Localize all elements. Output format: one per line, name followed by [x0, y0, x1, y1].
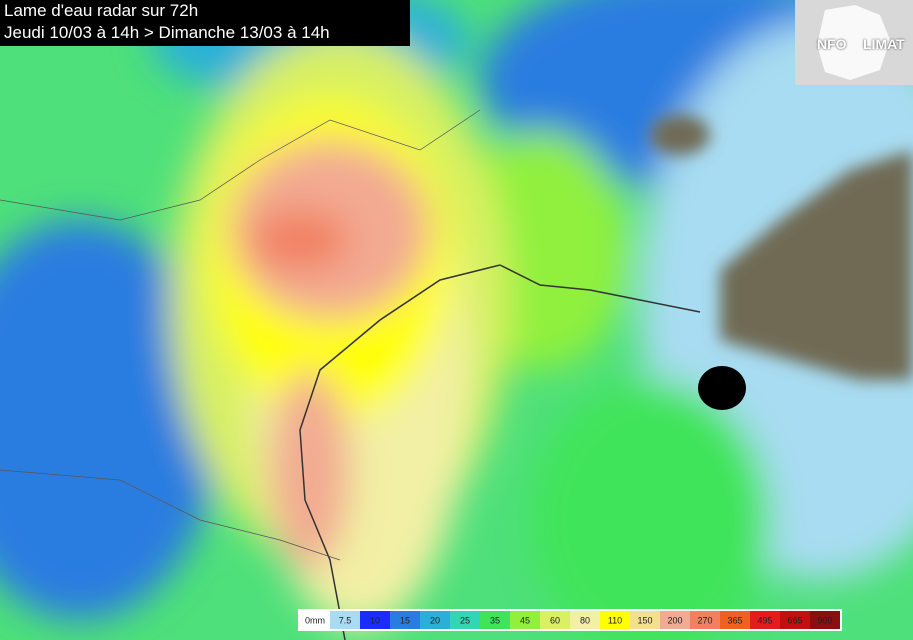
logo: NFO LIMAT [795, 0, 913, 85]
legend-swatch [630, 611, 660, 629]
legend-swatch [330, 611, 360, 629]
logo-text: LIMAT [863, 36, 905, 52]
legend-swatch [360, 611, 390, 629]
legend-swatch [750, 611, 780, 629]
legend-label: 270 [697, 615, 712, 625]
legend-label: 495 [757, 615, 772, 625]
legend-swatch [600, 611, 630, 629]
legend-label: 10 [370, 615, 380, 625]
border [0, 469, 341, 561]
legend-swatch [720, 611, 750, 629]
legend-label: 0mm [305, 615, 325, 625]
legend-label: 7.5 [339, 615, 352, 625]
coastline [499, 264, 701, 313]
legend-label: 15 [400, 615, 410, 625]
legend-swatch [480, 611, 510, 629]
legend-swatch [510, 611, 540, 629]
legend-label: 45 [520, 615, 530, 625]
legend-swatch [660, 611, 690, 629]
logo-map [817, 5, 890, 80]
legend-label: 150 [637, 615, 652, 625]
legend-label: 110 [608, 615, 622, 625]
legend-label: 20 [430, 615, 440, 625]
legend-label: 25 [460, 615, 470, 625]
legend-swatch [540, 611, 570, 629]
legend-label: 35 [490, 615, 500, 625]
legend-swatch [780, 611, 810, 629]
legend-swatch [300, 611, 330, 629]
land-areas [650, 115, 913, 380]
legend-swatch [450, 611, 480, 629]
title: Lame d'eau radar sur 72h [4, 1, 199, 20]
border [0, 109, 481, 221]
legend-label: 665 [787, 615, 802, 625]
logo-text: NFO [817, 36, 847, 52]
legend-label: 60 [550, 615, 560, 625]
legend-label: 200 [667, 615, 682, 625]
subtitle: Jeudi 10/03 à 14h > Dimanche 13/03 à 14h [4, 23, 330, 42]
legend-swatch [810, 611, 840, 629]
lagoon [698, 366, 746, 410]
legend-swatch [690, 611, 720, 629]
legend-label: 80 [580, 615, 590, 625]
legend-label: 365 [727, 615, 742, 625]
legend-swatch [390, 611, 420, 629]
legend-swatch [420, 611, 450, 629]
coastline [299, 264, 501, 640]
title-box: Lame d'eau radar sur 72h Jeudi 10/03 à 1… [0, 0, 410, 46]
legend-swatch [570, 611, 600, 629]
legend-label: 900 [817, 615, 832, 625]
legend: 0mm 7.5 10 15 20 25 35 45 60 80 110 150 200 270 365 495… [298, 609, 842, 631]
